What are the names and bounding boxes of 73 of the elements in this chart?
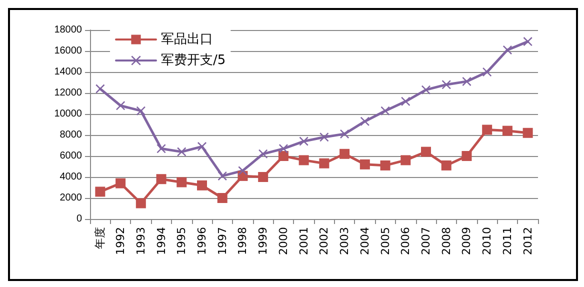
legend-label: 军费开支/5 <box>161 53 226 68</box>
point <box>462 76 472 86</box>
x-tick-label: 1994 <box>154 227 168 255</box>
legend-label: 军品出口 <box>161 32 213 47</box>
point <box>522 128 533 138</box>
point <box>177 147 186 156</box>
y-tick-label: 6000 <box>60 150 82 162</box>
point <box>278 144 288 154</box>
x-tick-label: 1992 <box>114 227 128 255</box>
x-tick-label: 年度 <box>94 227 107 249</box>
point <box>278 151 288 161</box>
x-tick-label: 2010 <box>480 227 494 255</box>
x-tick-label: 1998 <box>236 227 250 255</box>
point <box>218 171 227 180</box>
y-tick-label: 0 <box>76 214 82 224</box>
y-tick-label: 8000 <box>60 130 82 140</box>
point <box>380 160 390 170</box>
point <box>462 151 472 161</box>
point <box>320 132 329 142</box>
x-tick-label: 1997 <box>216 227 229 255</box>
point <box>197 180 207 190</box>
x-tick-label: 1995 <box>175 227 188 255</box>
point <box>340 148 350 159</box>
point <box>95 186 106 197</box>
point <box>116 178 126 188</box>
point <box>360 116 370 126</box>
point <box>360 159 370 170</box>
y-tick-label: 14000 <box>54 66 82 78</box>
point <box>156 144 166 154</box>
point <box>176 177 187 188</box>
point <box>96 84 105 94</box>
x-tick-label: 2009 <box>460 227 474 255</box>
y-tick-label: 16000 <box>54 46 82 56</box>
x-tick-label: 2001 <box>297 227 310 255</box>
point <box>380 106 390 116</box>
x-tick-label: 2002 <box>318 227 331 255</box>
point <box>400 155 411 166</box>
point <box>422 85 430 94</box>
point <box>116 101 126 110</box>
point <box>298 155 309 166</box>
point <box>136 106 146 116</box>
point <box>299 136 308 146</box>
y-tick-label: 2000 <box>60 192 82 204</box>
point <box>258 149 268 158</box>
point <box>442 80 451 90</box>
x-tick-label: 2004 <box>358 227 372 255</box>
point <box>217 193 228 203</box>
x-tick-label: 2000 <box>276 227 290 255</box>
point <box>502 45 512 54</box>
point <box>136 198 146 208</box>
point <box>401 96 410 106</box>
x-tick-label: 2007 <box>420 227 432 255</box>
y-tick-label: 18000 <box>54 24 82 36</box>
x-tick-label: 2006 <box>399 227 412 255</box>
point <box>482 124 492 135</box>
y-tick-label: 4000 <box>60 172 82 182</box>
y-tick-label: 12000 <box>54 88 82 98</box>
x-tick-label: 2005 <box>378 227 392 255</box>
x-tick-label: 1993 <box>134 227 148 255</box>
point <box>258 172 268 182</box>
x-tick-label: 2012 <box>521 227 534 255</box>
point <box>441 160 452 170</box>
y-tick-label: 10000 <box>54 108 82 120</box>
x-tick-label: 2011 <box>500 227 514 255</box>
point <box>319 158 330 168</box>
x-tick-label: 1996 <box>196 227 208 255</box>
point <box>156 174 166 184</box>
x-tick-label: 2008 <box>440 227 453 255</box>
point <box>523 37 532 46</box>
point <box>502 126 512 136</box>
x-tick-label: 2003 <box>338 227 352 255</box>
point <box>421 146 431 157</box>
x-tick-label: 1999 <box>256 227 270 255</box>
